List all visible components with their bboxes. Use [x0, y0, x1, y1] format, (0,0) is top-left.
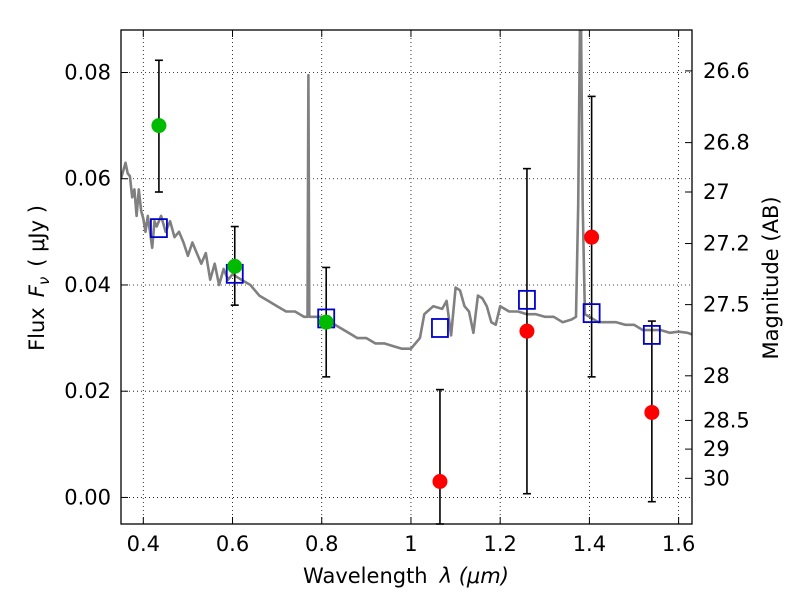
y-tick-label: 0.06	[64, 167, 111, 191]
y2-tick-label: 30	[703, 466, 730, 490]
x-tick-label: 0.4	[127, 532, 160, 556]
x-axis-label: Wavelength λ (μm)	[303, 564, 509, 588]
model-spectrum-line	[121, 30, 692, 351]
nondetection-point	[519, 323, 535, 339]
tick-layer: 0.4 0.6 0.8 1 1.2 1.4 1.6 0.00 0.02 0.04 0.06 0.08 2…	[64, 30, 750, 556]
detection-point	[318, 314, 334, 330]
x-tick-label: 1.6	[662, 532, 695, 556]
y2-tick-label: 28	[703, 364, 730, 388]
model-spectrum-layer	[121, 30, 692, 351]
x-tick-label: 1.4	[573, 532, 606, 556]
fit-point-square	[642, 324, 661, 345]
detection-point	[227, 258, 243, 274]
y2-axis-label: Magnitude (AB)	[759, 196, 783, 359]
y2-tick-label: 27	[703, 180, 730, 204]
nondetection-point	[644, 404, 660, 420]
y-tick-label: 0.02	[64, 379, 111, 403]
y2-tick-label: 26.8	[703, 131, 750, 155]
x-tick-label: 1	[404, 532, 417, 556]
y-axis-label: FluxFν( μJy )	[25, 205, 53, 351]
y-tick-label: 0.08	[64, 60, 111, 84]
fit-point-square	[431, 318, 449, 338]
grid-lines	[121, 30, 692, 524]
nondetection-point	[584, 229, 600, 245]
y-tick-label: 0.04	[64, 273, 111, 297]
nondetection-point	[432, 474, 448, 490]
detection-point	[151, 118, 167, 134]
fit-point-square	[518, 289, 536, 310]
fit-point-square	[582, 303, 601, 324]
measured-points-layer	[151, 118, 660, 490]
fit-point-square	[150, 218, 168, 239]
x-tick-label: 0.8	[305, 532, 338, 556]
y-tick-label: 0.00	[64, 485, 111, 509]
x-tick-label: 0.6	[216, 532, 249, 556]
y2-tick-label: 26.6	[703, 59, 750, 83]
y2-tick-label: 27.2	[703, 232, 750, 256]
x-tick-label: 1.2	[483, 532, 516, 556]
y2-tick-label: 29	[703, 437, 730, 461]
y2-tick-label: 27.5	[703, 293, 750, 317]
plot-frame	[120, 29, 693, 525]
y2-tick-label: 28.5	[703, 408, 750, 432]
